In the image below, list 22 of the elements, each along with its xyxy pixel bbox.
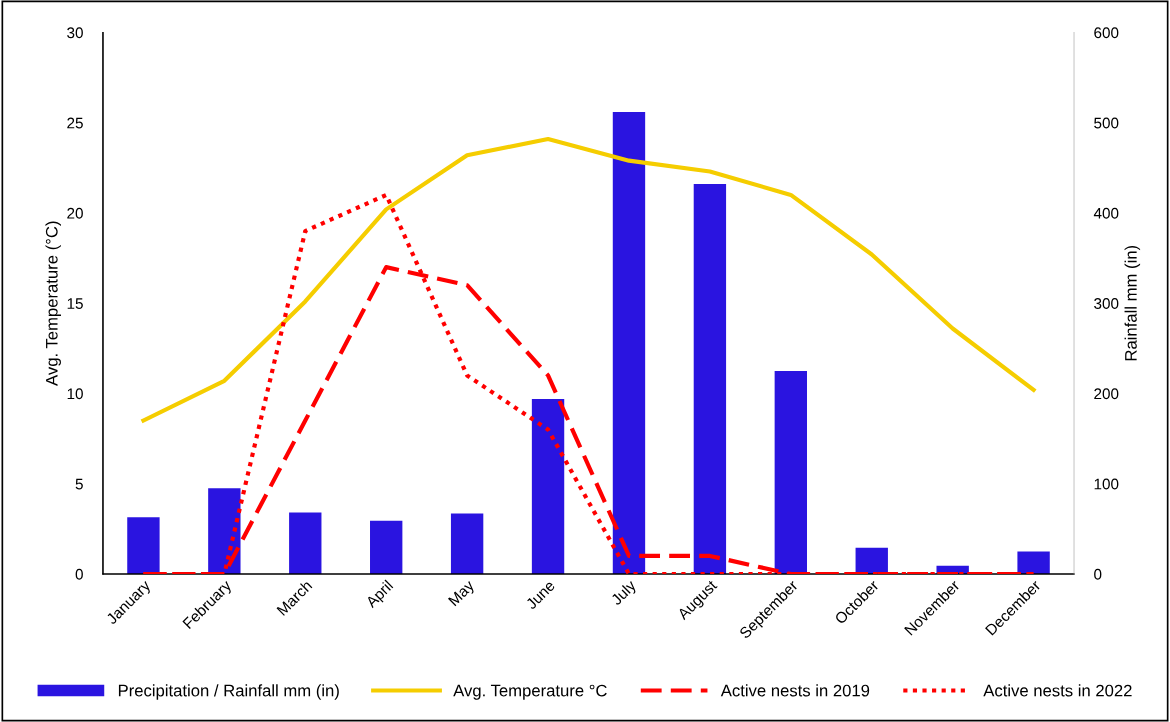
y2-axis-title: Rainfall mm (in) [1124,245,1141,361]
y2-tick-label: 500 [1094,117,1119,129]
y2-tick-label: 0 [1094,568,1102,580]
x-tick-label: July [609,578,640,608]
y2-tick-label: 100 [1094,478,1119,490]
y2-tick-label: 600 [1094,27,1119,39]
y-tick-label: 15 [67,298,83,309]
y-tick-label: 5 [75,478,83,490]
y-tick-label: 25 [67,117,83,129]
y-tick-label: 20 [67,207,83,219]
y-axis-title: Avg. Temperature (°C) [45,221,61,386]
y2-tick-label: 400 [1093,207,1119,219]
y2-tick-label: 200 [1094,388,1119,400]
y-tick-label: 10 [67,388,83,400]
legend-label: Precipitation / Rainfall mm (in) [118,684,339,700]
y-tick-label: 0 [75,568,83,580]
legend-label: Active nests in 2022 [983,684,1132,697]
y2-tick-label: 300 [1094,298,1119,309]
legend-label: Avg. Temperature °C [453,684,607,700]
y-tick-label: 30 [67,27,83,39]
x-tick-label: May [448,579,478,609]
legend-label: Active nests in 2019 [720,684,870,697]
